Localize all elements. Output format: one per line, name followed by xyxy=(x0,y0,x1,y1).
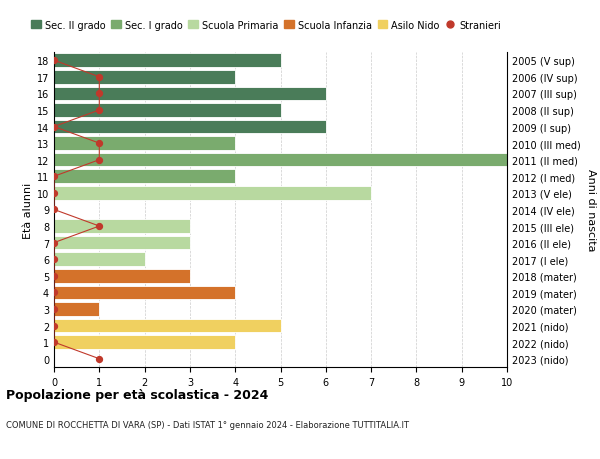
Bar xyxy=(54,286,235,300)
Point xyxy=(49,289,59,297)
Point xyxy=(49,273,59,280)
Bar xyxy=(54,336,235,349)
Bar xyxy=(54,253,145,266)
Point xyxy=(49,173,59,180)
Bar xyxy=(54,54,281,68)
Bar xyxy=(54,319,281,333)
Bar xyxy=(54,87,326,101)
Bar xyxy=(54,187,371,200)
Bar xyxy=(54,236,190,250)
Text: COMUNE DI ROCCHETTA DI VARA (SP) - Dati ISTAT 1° gennaio 2024 - Elaborazione TUT: COMUNE DI ROCCHETTA DI VARA (SP) - Dati … xyxy=(6,420,409,429)
Point xyxy=(49,240,59,247)
Point xyxy=(49,256,59,263)
Bar xyxy=(54,220,190,233)
Y-axis label: Anni di nascita: Anni di nascita xyxy=(586,169,596,251)
Bar xyxy=(54,120,326,134)
Point xyxy=(49,123,59,131)
Bar xyxy=(54,269,190,283)
Bar xyxy=(54,170,235,184)
Point xyxy=(95,90,104,98)
Point xyxy=(49,207,59,214)
Bar xyxy=(54,137,235,151)
Point xyxy=(95,157,104,164)
Bar xyxy=(54,104,281,118)
Bar xyxy=(54,71,235,84)
Point xyxy=(95,107,104,114)
Bar xyxy=(54,154,507,167)
Point xyxy=(49,306,59,313)
Y-axis label: Età alunni: Età alunni xyxy=(23,182,32,238)
Point xyxy=(49,322,59,330)
Text: Popolazione per età scolastica - 2024: Popolazione per età scolastica - 2024 xyxy=(6,388,268,401)
Legend: Sec. II grado, Sec. I grado, Scuola Primaria, Scuola Infanzia, Asilo Nido, Stran: Sec. II grado, Sec. I grado, Scuola Prim… xyxy=(27,17,505,34)
Point xyxy=(95,74,104,81)
Bar xyxy=(54,302,100,316)
Point xyxy=(95,223,104,230)
Point xyxy=(49,339,59,346)
Point xyxy=(95,140,104,147)
Point xyxy=(49,190,59,197)
Point xyxy=(95,355,104,363)
Point xyxy=(49,57,59,65)
